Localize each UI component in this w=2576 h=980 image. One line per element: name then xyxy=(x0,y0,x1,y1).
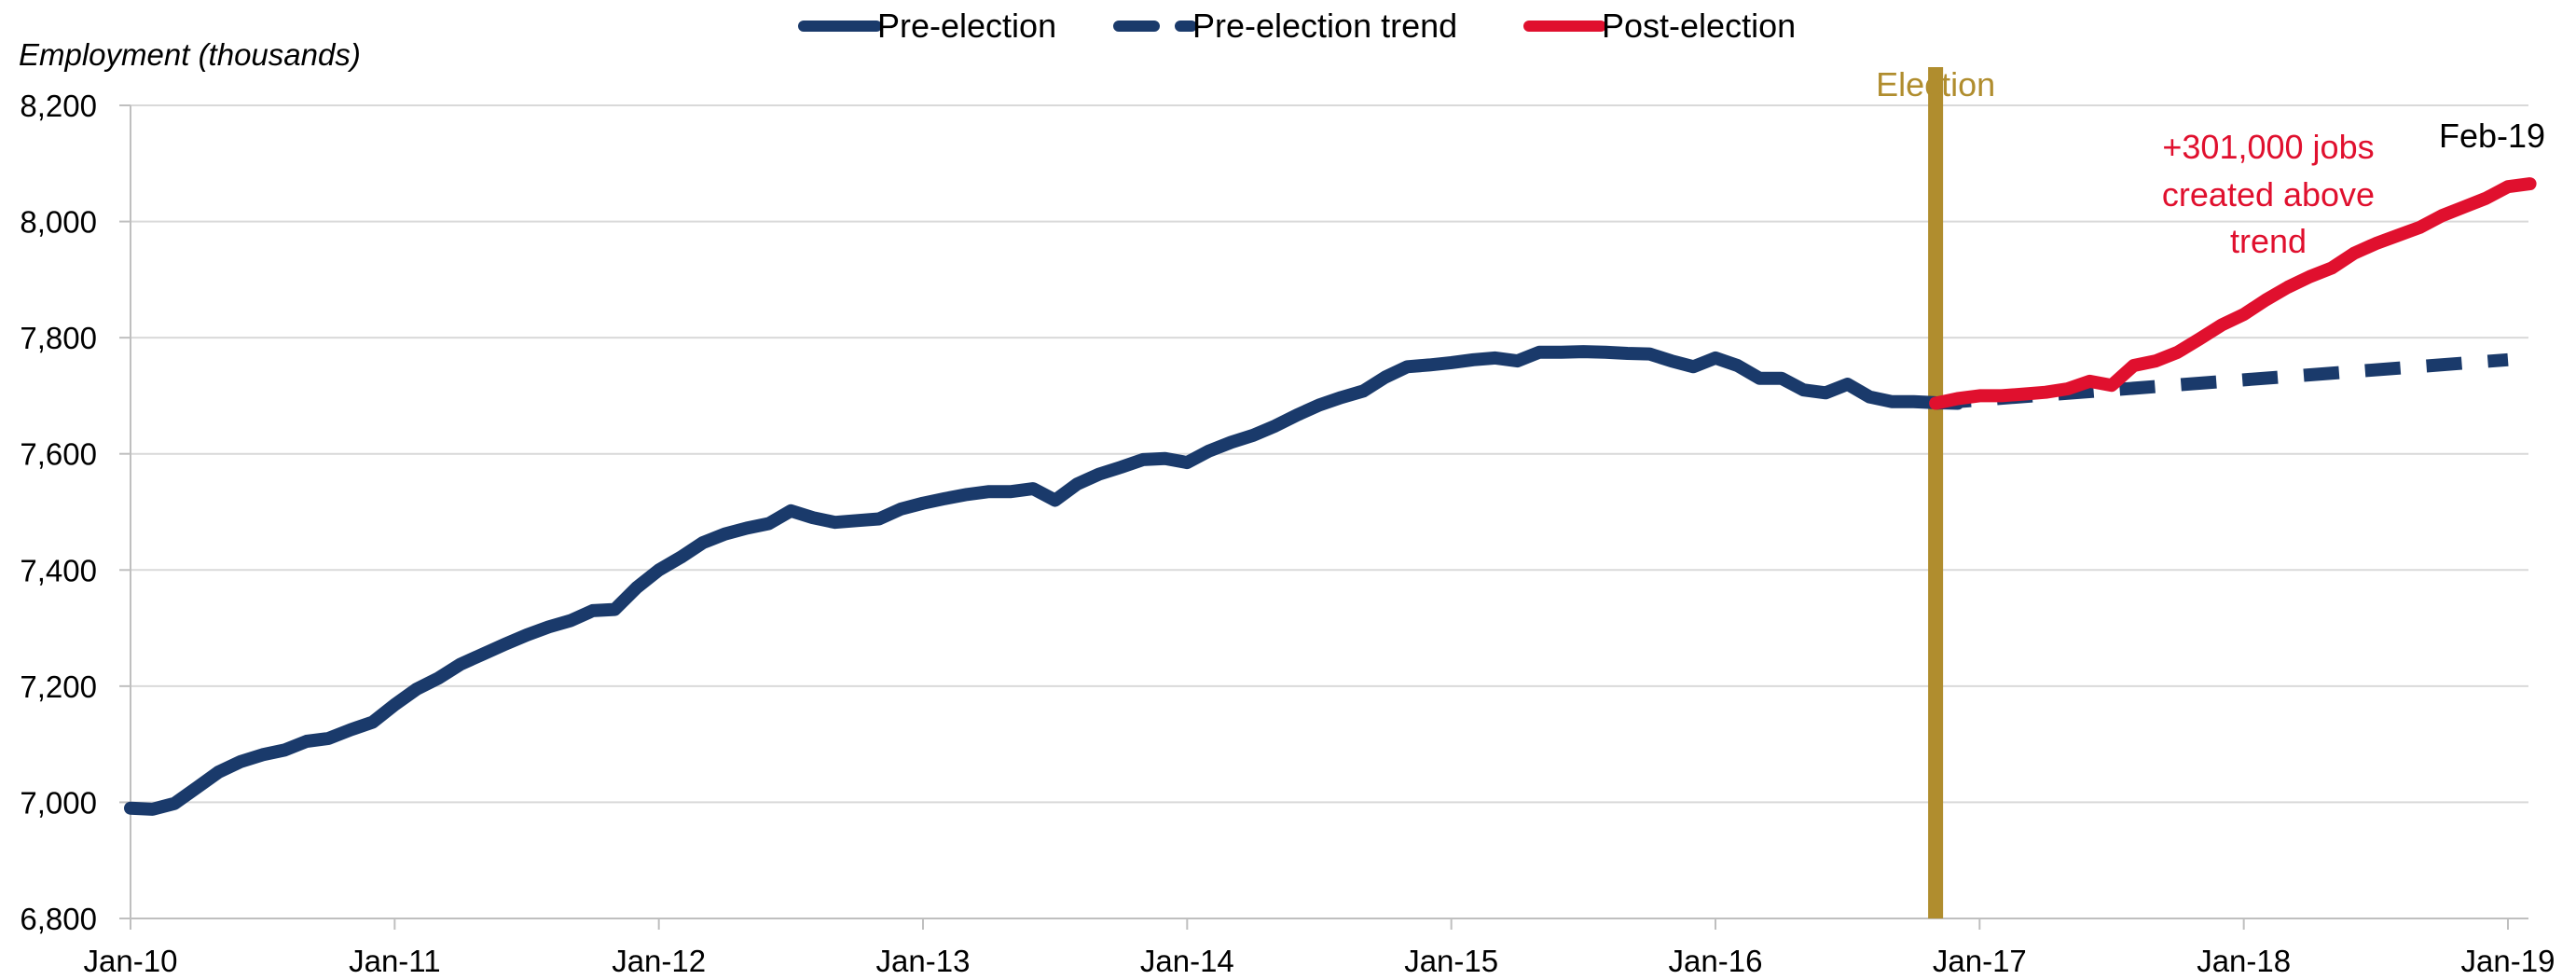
election-label: Election xyxy=(1876,65,1995,104)
legend-label-pre-election: Pre-election xyxy=(877,7,1056,45)
x-tick-label: Jan-14 xyxy=(1140,944,1234,978)
end-point-label: Feb-19 xyxy=(2439,117,2545,155)
y-tick-label: 8,200 xyxy=(20,89,97,123)
jobs-annotation-line-2: created above xyxy=(2162,175,2375,214)
y-tick-label: 6,800 xyxy=(20,902,97,936)
y-tick-labels: 6,800 7,000 7,200 7,400 7,600 7,800 8,000 8,200 xyxy=(20,89,97,936)
legend-label-pre-election-trend: Pre-election trend xyxy=(1192,7,1457,45)
axes xyxy=(130,105,2528,919)
grid xyxy=(119,104,2528,919)
series xyxy=(124,177,2537,816)
jobs-annotation-line-1: +301,000 jobs xyxy=(2162,128,2374,166)
y-tick-label: 7,000 xyxy=(20,785,97,820)
series-pre-election xyxy=(124,345,1964,816)
y-tick-label: 7,400 xyxy=(20,553,97,587)
x-tick-label: Jan-13 xyxy=(876,944,971,978)
y-tick-label: 7,800 xyxy=(20,321,97,355)
legend: Pre-election Pre-election trend Post-ele… xyxy=(798,7,1796,45)
legend-item-post-election: Post-election xyxy=(1523,7,1796,45)
y-axis-title: Employment (thousands) xyxy=(19,37,361,72)
y-tick-label: 7,200 xyxy=(20,669,97,704)
series-post-election xyxy=(1929,177,2537,410)
x-tick-label: Jan-11 xyxy=(349,944,440,978)
jobs-annotation-line-3: trend xyxy=(2230,222,2307,260)
y-tick-label: 8,000 xyxy=(20,205,97,240)
x-tick-label: Jan-15 xyxy=(1404,944,1498,978)
x-tick-label: Jan-12 xyxy=(612,944,706,978)
x-tick-label: Jan-19 xyxy=(2461,944,2555,978)
x-tick-labels: Jan-10 Jan-11 Jan-12 Jan-13 Jan-14 Jan-15 Jan-… xyxy=(84,918,2555,978)
x-tick-label: Jan-18 xyxy=(2197,944,2291,978)
x-tick-label: Jan-10 xyxy=(84,944,178,978)
y-tick-label: 7,600 xyxy=(20,437,97,472)
legend-label-post-election: Post-election xyxy=(1602,7,1796,45)
legend-item-pre-election: Pre-election xyxy=(798,7,1056,45)
legend-item-pre-election-trend: Pre-election trend xyxy=(1113,7,1457,45)
x-tick-label: Jan-17 xyxy=(1933,944,2027,978)
election-marker: Election xyxy=(1876,65,1995,918)
x-tick-label: Jan-16 xyxy=(1669,944,1763,978)
jobs-annotation: +301,000 jobs created above trend xyxy=(2162,128,2375,260)
